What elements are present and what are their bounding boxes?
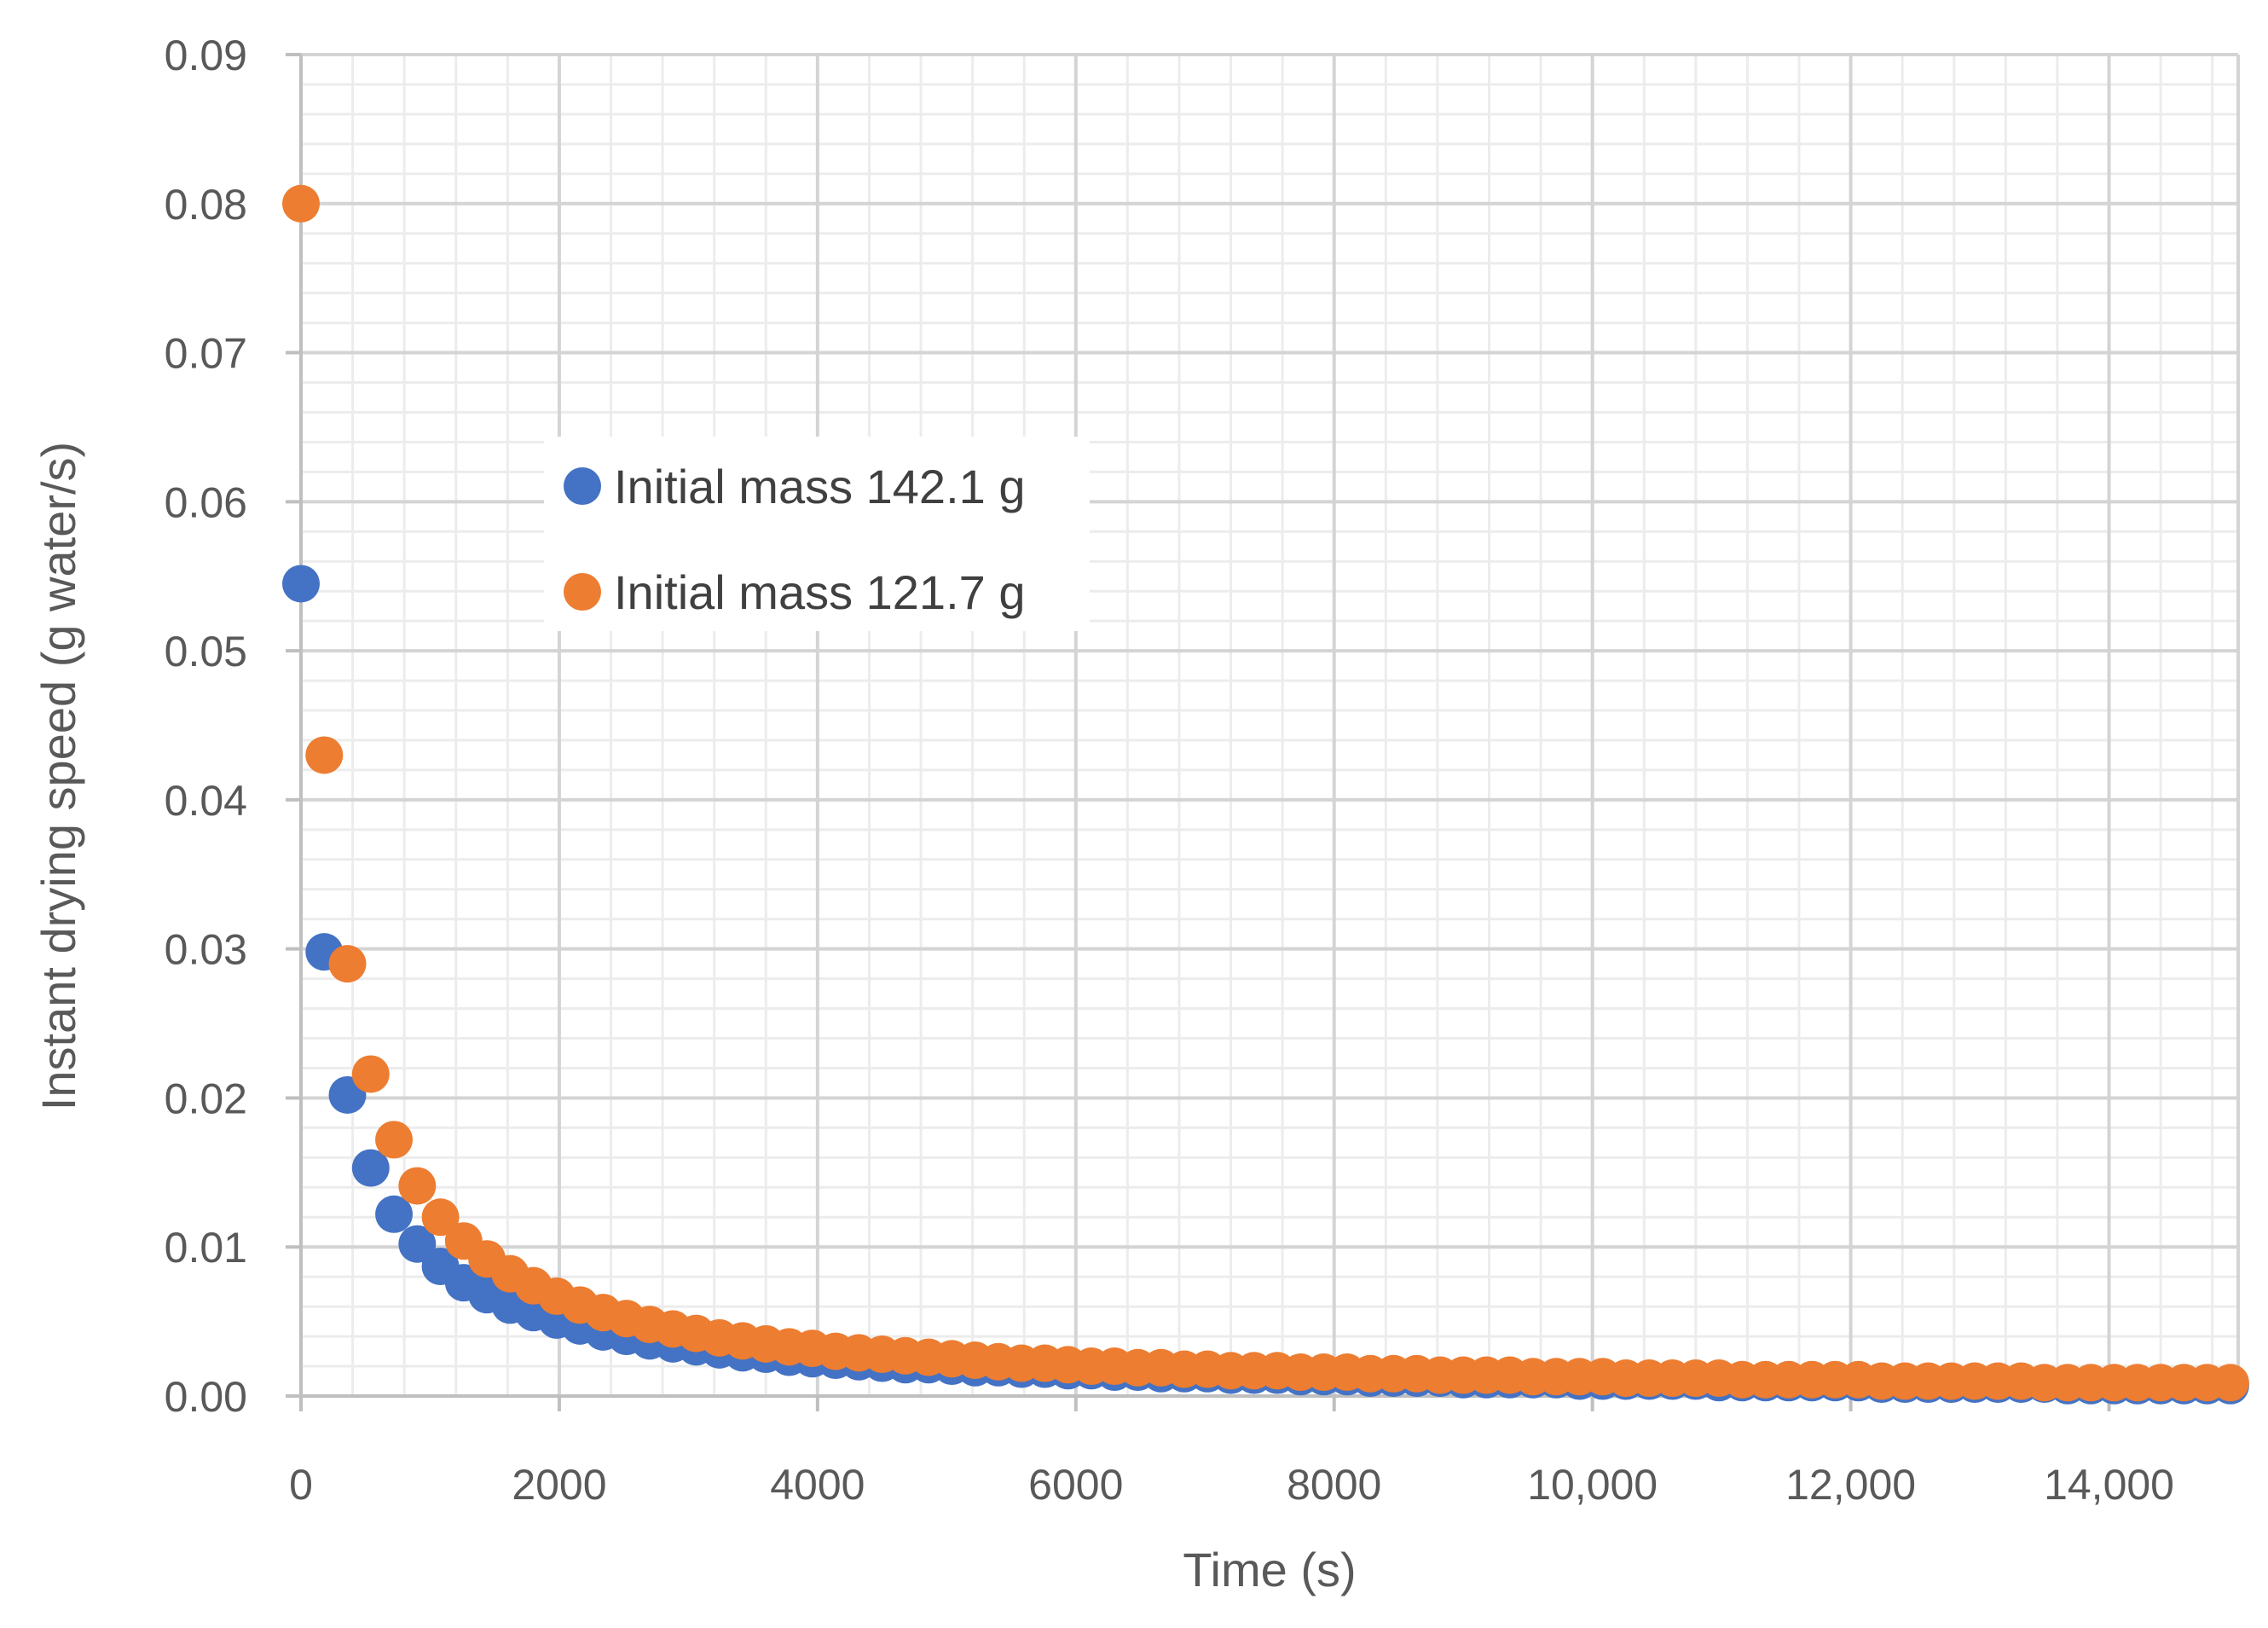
series-2 <box>282 184 2249 1402</box>
data-point <box>421 1198 460 1237</box>
data-point <box>282 184 320 223</box>
x-tick-label: 10,000 <box>1527 1461 1658 1509</box>
legend-label: Initial mass 121.7 g <box>614 565 1025 619</box>
x-tick-label: 6000 <box>1028 1461 1123 1509</box>
legend: Initial mass 142.1 g Initial mass 121.7 g <box>544 437 1090 631</box>
legend-marker <box>564 467 601 505</box>
y-tick-label: 0.01 <box>165 1224 247 1272</box>
minor-grid <box>299 53 2238 1398</box>
x-tick-label: 8000 <box>1287 1461 1381 1509</box>
y-tick-label: 0.06 <box>165 478 247 526</box>
data-point <box>282 565 320 603</box>
y-tick-label: 0.09 <box>165 32 247 79</box>
x-tick-label: 0 <box>289 1461 313 1509</box>
axes <box>286 53 2238 1411</box>
data-point <box>351 1055 390 1093</box>
y-tick-label: 0.00 <box>165 1373 247 1421</box>
y-tick-label: 0.04 <box>165 777 247 825</box>
data-point <box>351 1149 390 1187</box>
y-tick-labels: 0.00 0.01 0.02 0.03 0.04 0.05 0.06 0.07 0.08 0.09 <box>165 32 247 1421</box>
legend-label: Initial mass 142.1 g <box>614 460 1025 513</box>
data-point <box>398 1167 437 1205</box>
data-point <box>375 1121 414 1159</box>
y-axis-title: Instant drying speed (g water/s) <box>32 442 85 1110</box>
x-tick-labels: 0 2000 4000 6000 8000 10,000 12,000 14,000 <box>289 1461 2174 1509</box>
legend-marker <box>564 573 601 611</box>
x-tick-label: 14,000 <box>2044 1461 2174 1509</box>
y-tick-label: 0.03 <box>165 926 247 974</box>
y-tick-label: 0.07 <box>165 330 247 378</box>
y-tick-label: 0.02 <box>165 1075 247 1122</box>
data-point <box>2211 1364 2249 1402</box>
series-layer <box>282 184 2249 1405</box>
major-grid <box>299 53 2240 1398</box>
x-tick-label: 2000 <box>512 1461 606 1509</box>
data-point <box>398 1225 437 1263</box>
x-tick-label: 12,000 <box>1785 1461 1916 1509</box>
x-tick-label: 4000 <box>770 1461 865 1509</box>
y-tick-label: 0.08 <box>165 181 247 229</box>
y-tick-label: 0.05 <box>165 628 247 675</box>
data-point <box>328 945 367 983</box>
legend-box <box>544 437 1090 631</box>
data-point <box>305 736 344 774</box>
x-axis-title: Time (s) <box>1183 1543 1356 1596</box>
data-point <box>375 1195 414 1233</box>
